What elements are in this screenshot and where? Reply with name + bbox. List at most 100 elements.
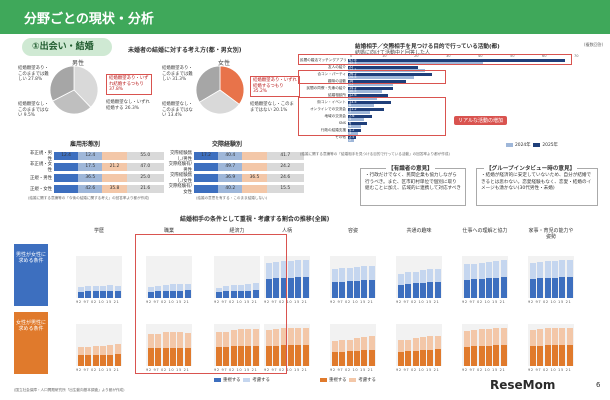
panel-bar-focus (405, 351, 412, 366)
employment-row: 非正規・女性 17.5 21.2 47.0 (28, 162, 164, 173)
panel-bar-consider (302, 260, 309, 278)
pie-slice (195, 65, 221, 103)
panel-bar-focus (493, 277, 500, 298)
panel-bar-consider (155, 334, 162, 349)
panel-bar-focus (566, 277, 573, 298)
panel-bar-focus (148, 291, 154, 298)
activity-row: 街コン・イベント 13.5 (300, 100, 392, 104)
panel-bar-focus (434, 349, 441, 366)
panel-tick-labels: 92 97 02 10 15 21 (146, 300, 190, 304)
panel-bar-consider (287, 328, 294, 346)
panel-bar-consider (237, 285, 244, 291)
panel-bar-focus (478, 345, 485, 366)
condition-panel (264, 324, 310, 366)
employment-segment: 21.6 (126, 185, 164, 193)
panel-bar-consider (245, 329, 252, 346)
activity-bar-new: 67.8 (348, 58, 565, 62)
panel-bar-focus (114, 291, 121, 298)
panel-bar-focus (544, 345, 551, 366)
panel-bar-focus (485, 278, 492, 298)
activity-chart-title: 結婚相手／交際相手を見つける目的で行っている活動(都) (355, 44, 500, 50)
male-callout-2: 結婚願望あり・いずれ結婚するつもり 37.8% (106, 74, 152, 96)
employment-row-label: 交際経験有/男性 (168, 162, 192, 173)
panel-tick-labels: 92 97 02 10 15 21 (76, 300, 120, 304)
panel-bar-focus (412, 350, 419, 366)
activity-row: 民間の婚活マッチングアプリ 67.8 (300, 58, 565, 62)
activity-row: 4 (300, 124, 361, 128)
bottom-legend-female: 重視する 考慮する (320, 377, 376, 383)
employment-row: 正規・男性 36.5 25.0 (28, 174, 164, 182)
panel-bar-focus (177, 347, 184, 366)
panel-bar-focus (230, 290, 237, 298)
panel-bar-consider (405, 272, 412, 284)
employment-row: 交際経験有/女性 40.2 15.5 (168, 184, 304, 195)
panel-bar-focus (78, 355, 84, 366)
panel-bar-consider (566, 260, 573, 278)
conditions-chart-title: 結婚相手の条件として重視・考慮する割合の推移(全国) (180, 216, 330, 223)
panel-bar-focus (427, 282, 434, 298)
legend-swatch-2024 (506, 142, 513, 147)
panel-tick-labels: 92 97 02 10 15 21 (528, 300, 572, 304)
panel-bar-focus (361, 280, 368, 298)
employment-segment: 12.4 (78, 152, 103, 160)
female-pie-label: 女性 (218, 60, 231, 67)
panel-bar-focus (398, 351, 404, 366)
employment-segment: 49.7 (218, 163, 243, 171)
employment-row: 交際経験無し/男性 17.2 40.4 41.7 (168, 151, 304, 162)
panel-bar-focus (464, 346, 470, 366)
panel-bar-consider (280, 328, 287, 346)
activity-axis-tick: 0 (350, 54, 353, 58)
panel-tick-labels: 92 97 02 10 15 21 (146, 368, 190, 372)
panel-bar-focus (162, 290, 169, 298)
activity-row-label: その他 (335, 134, 346, 139)
panel-bar-consider (162, 332, 169, 348)
panel-bar-consider (500, 328, 507, 346)
panel-bar-consider (148, 286, 154, 292)
female-pie-chart (195, 65, 245, 115)
column-head: 職業 (163, 228, 174, 234)
female-callout-3: 結婚願望なし・このままではない 13.4% (162, 102, 193, 119)
panel-bar-consider (295, 327, 302, 345)
panel-bar-consider (544, 328, 551, 346)
panel-bar-focus (252, 345, 259, 366)
panel-bar-consider (245, 284, 252, 291)
employment-segment: 55.0 (126, 152, 164, 160)
condition-panel (330, 324, 376, 366)
panel-bar-consider (559, 327, 566, 345)
panel-bar-consider (419, 337, 426, 351)
panel-bar-focus (412, 283, 419, 298)
panel-bar-focus (332, 352, 338, 366)
panel-bar-focus (177, 290, 184, 298)
panel-bar-consider (216, 287, 222, 293)
panel-bar-focus (434, 282, 441, 298)
section-label: ①出会い・結婚 (22, 38, 112, 56)
panel-bar-consider (353, 338, 360, 351)
panel-bar-consider (280, 261, 287, 278)
activity-row: 10.5 (300, 89, 382, 93)
activity-row-label: 結婚相談所 (328, 92, 346, 97)
employment-row: 非正規・男性 12.4 12.4 55.0 (28, 151, 164, 162)
panel-bar-focus (273, 345, 280, 366)
activity-axis-tick: 60 (542, 54, 547, 58)
employment-segment (54, 174, 79, 182)
activity-source: (結婚に関する意識等の「結婚相手を見つける目的で行っている活動」の回答率より都が… (300, 152, 450, 156)
employment-segment (102, 174, 127, 182)
panel-bar-focus (500, 345, 507, 366)
male-pie-chart (49, 65, 99, 115)
activity-chart-subtitle: 結婚に向けて活動中と回答した人 (355, 50, 431, 56)
employment-segment: 12.4 (54, 152, 79, 160)
panel-bar-consider (485, 329, 492, 346)
panel-bar-consider (184, 283, 191, 291)
panel-tick-labels: 92 97 02 10 15 21 (396, 300, 440, 304)
legend-female-focus: 重視する (329, 378, 347, 383)
activity-axis-tick: 50 (510, 54, 515, 58)
panel-bar-focus (427, 349, 434, 366)
panel-tick-labels: 92 97 02 10 15 21 (330, 300, 374, 304)
employment-segment: 21.2 (102, 163, 127, 171)
male-callout-1: 結婚願望あり・このままでは難しい 27.8% (18, 66, 49, 83)
column-head: 容姿 (347, 228, 358, 234)
panel-bar-consider (398, 274, 404, 285)
employment-segment (54, 163, 79, 171)
panel-bar-focus (464, 279, 470, 298)
panel-bar-focus (78, 291, 84, 298)
